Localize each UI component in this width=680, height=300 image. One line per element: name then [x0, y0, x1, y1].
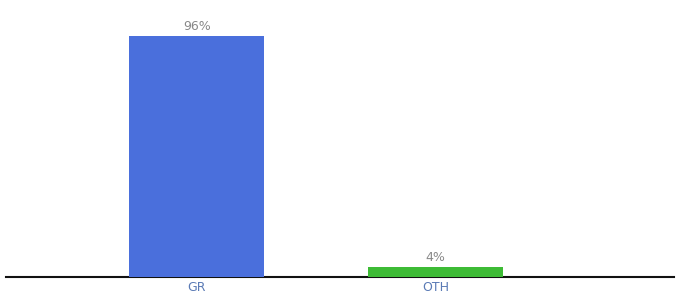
- Text: 4%: 4%: [426, 251, 445, 264]
- Text: 96%: 96%: [183, 20, 211, 33]
- Bar: [368, 266, 503, 277]
- Bar: [129, 36, 265, 277]
